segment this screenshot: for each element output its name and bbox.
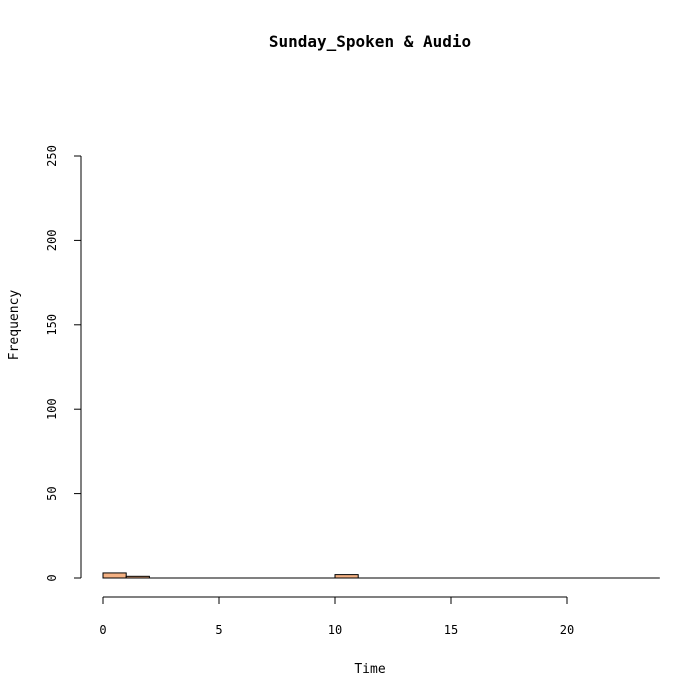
chart-title: Sunday_Spoken & Audio	[269, 32, 471, 51]
histogram-bars	[102, 572, 660, 579]
histogram-bar	[102, 572, 127, 579]
x-tick-label: 15	[444, 623, 458, 637]
y-tick-label: 100	[45, 398, 59, 420]
y-tick-label: 50	[45, 486, 59, 500]
x-tick-label: 20	[560, 623, 574, 637]
x-tick-label: 10	[328, 623, 342, 637]
x-axis: 0 5 10 15 20	[99, 596, 574, 637]
y-tick-label: 250	[45, 145, 59, 167]
y-axis: 0 50 100 150 200 250	[45, 145, 82, 582]
histogram-bar	[334, 574, 359, 579]
y-tick-label: 200	[45, 230, 59, 252]
y-tick-label: 0	[45, 574, 59, 581]
x-tick-label: 5	[215, 623, 222, 637]
x-axis-label: Time	[354, 662, 385, 677]
x-tick-label: 0	[99, 623, 106, 637]
y-tick-label: 150	[45, 314, 59, 336]
y-axis-label: Frequency	[7, 290, 22, 361]
